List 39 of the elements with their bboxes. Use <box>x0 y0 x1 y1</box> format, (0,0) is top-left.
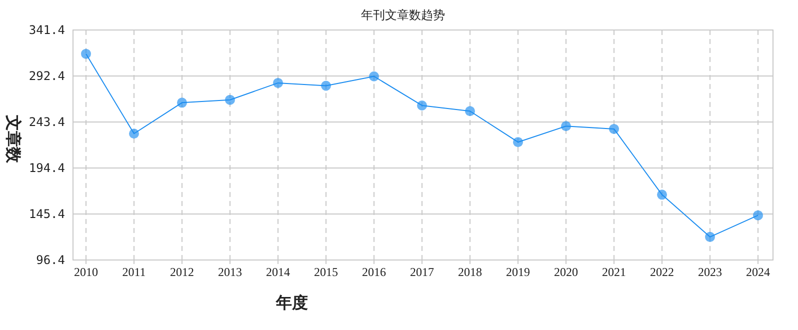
x-tick-label: 2011 <box>122 265 146 279</box>
y-tick-label: 341.4 <box>28 23 65 37</box>
x-tick-label: 2024 <box>746 265 770 279</box>
point <box>417 100 427 110</box>
chart-title: 年刊文章数趋势 <box>361 8 445 22</box>
point <box>561 121 571 132</box>
x-tick-label: 2023 <box>698 265 722 279</box>
x-tick-label: 2019 <box>506 265 530 279</box>
point <box>753 210 763 220</box>
x-tick-label: 2015 <box>314 265 338 279</box>
y-tick-label: 194.4 <box>28 161 65 175</box>
x-tick-label: 2020 <box>554 265 578 279</box>
y-tick-label: 243.4 <box>28 115 65 129</box>
x-tick-label: 2010 <box>74 265 98 279</box>
x-tick-label: 2018 <box>458 265 482 279</box>
x-tick-label: 2013 <box>218 265 242 279</box>
x-tick-label: 2021 <box>602 265 626 279</box>
y-tick-label: 96.4 <box>36 253 65 267</box>
point <box>321 80 331 91</box>
point <box>129 128 139 139</box>
y-axis-title: 文章数 <box>4 114 22 164</box>
point <box>273 78 283 88</box>
point <box>177 98 187 108</box>
point <box>657 190 667 200</box>
x-axis-title: 年度 <box>275 293 308 312</box>
y-tick-label: 292.4 <box>28 69 65 83</box>
point <box>225 94 235 105</box>
x-tick-label: 2012 <box>170 265 194 279</box>
x-tick-label: 2016 <box>362 265 386 279</box>
point <box>465 106 475 116</box>
point <box>609 124 619 134</box>
y-tick-label: 145.4 <box>28 207 65 221</box>
x-tick-label: 2014 <box>266 265 290 279</box>
point <box>705 232 715 242</box>
point <box>81 48 91 59</box>
x-tick-label: 2017 <box>410 265 434 279</box>
point <box>369 71 379 82</box>
x-tick-label: 2022 <box>650 265 674 279</box>
point <box>513 137 523 148</box>
